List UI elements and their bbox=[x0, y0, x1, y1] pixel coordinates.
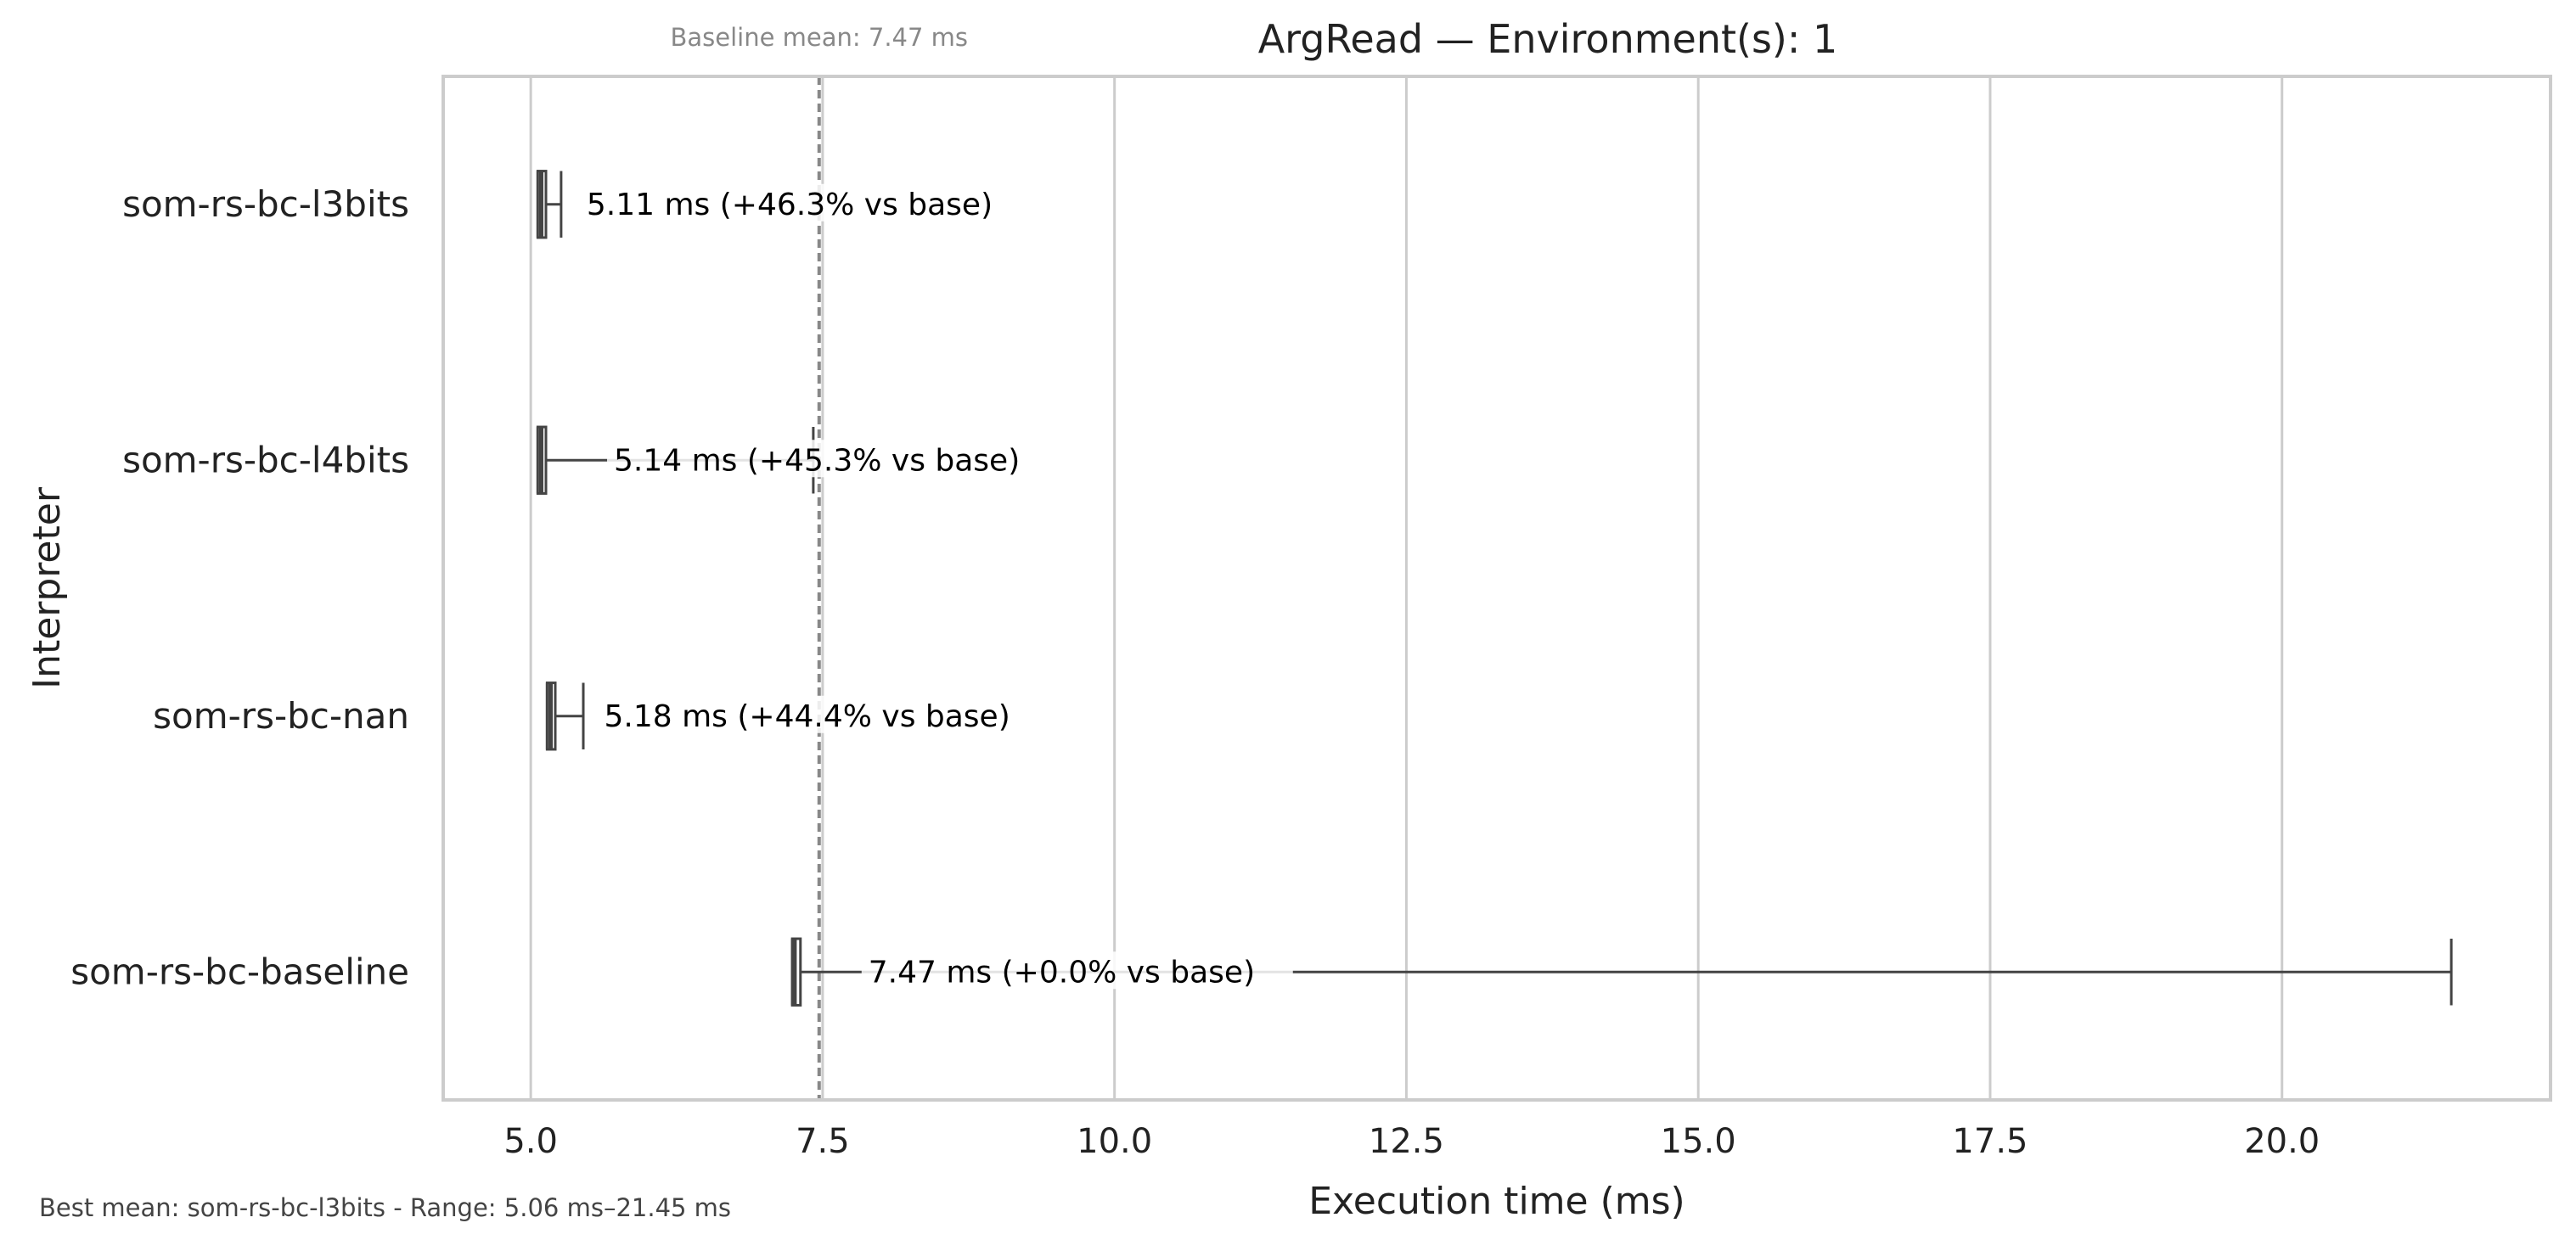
annotation-bg bbox=[579, 183, 1029, 222]
x-tick-label: 5.0 bbox=[503, 1122, 558, 1161]
mean-annotation: 7.47 ms (+0.0% vs base) bbox=[869, 955, 1255, 990]
baseline-label: Baseline mean: 7.47 ms bbox=[670, 23, 968, 52]
y-tick-label: som-rs-bc-l4bits bbox=[122, 439, 409, 480]
label-layer: 5.11 ms (+46.3% vs base) 5.14 ms (+45.3% … bbox=[579, 183, 1293, 990]
y-tick-label: som-rs-bc-nan bbox=[153, 695, 409, 737]
axis-layer: 5.0 7.5 10.0 12.5 15.0 17.5 20.0 som-rs-bc-l3bi… bbox=[70, 183, 2320, 1161]
x-tick-label: 7.5 bbox=[796, 1122, 850, 1161]
x-axis-title: Execution time (ms) bbox=[1308, 1180, 1685, 1223]
x-tick-label: 17.5 bbox=[1952, 1122, 2028, 1161]
box-layer bbox=[536, 170, 2453, 1007]
footnote: Best mean: som-rs-bc-l3bits - Range: 5.0… bbox=[39, 1193, 732, 1222]
x-tick-label: 10.0 bbox=[1077, 1122, 1152, 1161]
y-tick-label: som-rs-bc-l3bits bbox=[122, 183, 409, 225]
chart-title: ArgRead — Environment(s): 1 bbox=[1258, 16, 1838, 62]
annotation-bg bbox=[861, 951, 1293, 990]
plot-frame bbox=[442, 75, 2552, 1102]
annotation-bg bbox=[607, 440, 1056, 478]
x-tick-label: 12.5 bbox=[1369, 1122, 1444, 1161]
x-tick-label: 20.0 bbox=[2244, 1122, 2320, 1161]
mean-annotation: 5.18 ms (+44.4% vs base) bbox=[605, 699, 1010, 734]
y-axis-title: Interpreter bbox=[25, 486, 69, 689]
y-tick-label: som-rs-bc-baseline bbox=[70, 951, 409, 992]
grid-layer bbox=[529, 76, 2284, 1100]
annotation-bg bbox=[597, 695, 1047, 733]
mean-annotation: 5.14 ms (+45.3% vs base) bbox=[614, 443, 1020, 478]
x-tick-label: 15.0 bbox=[1661, 1122, 1736, 1161]
mean-annotation: 5.11 ms (+46.3% vs base) bbox=[587, 188, 993, 222]
